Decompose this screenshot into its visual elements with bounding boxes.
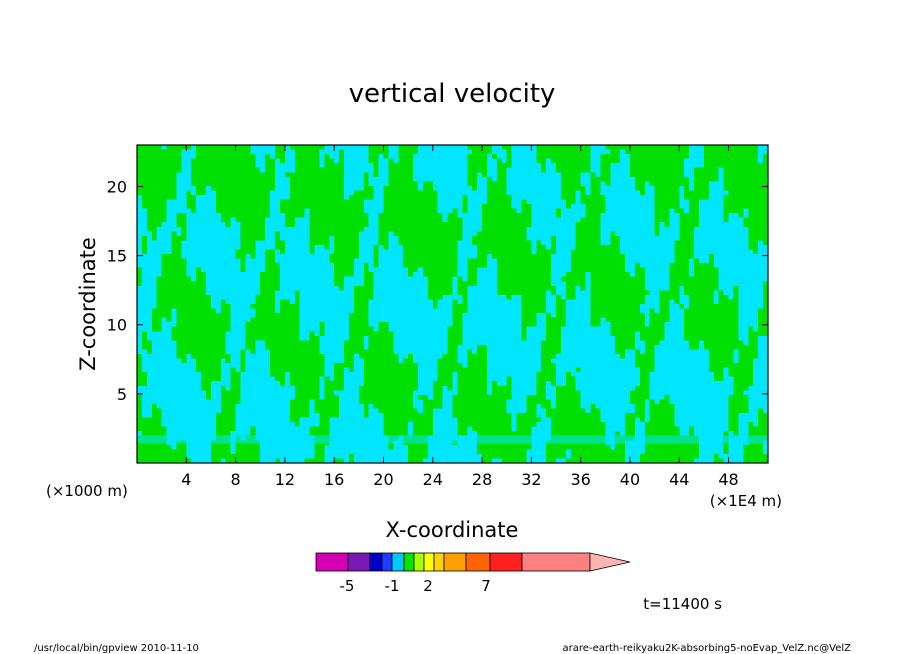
positive-region — [137, 145, 768, 463]
x-tick-label: 24 — [423, 470, 443, 489]
x-tick-label: 8 — [231, 470, 241, 489]
x-unit-right: (×1E4 m) — [710, 492, 782, 510]
x-axis-label: X-coordinate — [386, 518, 519, 542]
footer-left: /usr/local/bin/gpview 2010-11-10 — [34, 643, 199, 654]
x-axis: 4 8 12 16 20 24 28 32 36 40 44 48 — [181, 145, 739, 489]
colorbar-segment — [465, 552, 491, 572]
colorbar-label: -1 — [385, 577, 400, 595]
velocity-field — [137, 145, 768, 463]
colorbar-segment — [403, 552, 415, 572]
colorbar-segment — [315, 552, 349, 572]
plot-area — [136, 144, 769, 464]
chart-title: vertical velocity — [349, 79, 556, 109]
colorbar-label: -5 — [340, 577, 355, 595]
y-tick-label: 10 — [107, 316, 127, 335]
x-tick-label: 44 — [669, 470, 689, 489]
colorbar-segment — [423, 552, 435, 572]
colorbar-segment — [413, 552, 425, 572]
x-tick-label: 40 — [620, 470, 640, 489]
plot-frame — [136, 144, 769, 464]
y-tick-label: 15 — [107, 247, 127, 266]
y-tick-label: 20 — [107, 177, 127, 196]
colorbar-segment — [347, 552, 371, 572]
time-label: t=11400 s — [643, 595, 722, 613]
colorbar-label: 7 — [481, 577, 491, 595]
y-axis-label: Z-coordinate — [76, 237, 100, 371]
x-tick-label: 36 — [570, 470, 590, 489]
x-tick-label: 12 — [275, 470, 295, 489]
y-tick-label: 5 — [117, 385, 127, 404]
x-tick-label: 20 — [373, 470, 393, 489]
colorbar-segment — [489, 552, 523, 572]
colorbar-arrow — [589, 552, 631, 572]
colorbar: -5 -1 2 7 — [315, 552, 631, 595]
surface-layer-band — [137, 435, 768, 444]
x-tick-label: 16 — [324, 470, 344, 489]
colorbar-segment — [381, 552, 393, 572]
x-tick-label: 32 — [521, 470, 541, 489]
x-unit-left: (×1000 m) — [46, 482, 128, 500]
colorbar-label: 2 — [423, 577, 433, 595]
colorbar-segment — [433, 552, 445, 572]
colorbar-segment — [443, 552, 467, 572]
x-tick-label: 48 — [718, 470, 738, 489]
footer-right: arare-earth-reikyaku2K-absorbing5-noEvap… — [563, 643, 852, 654]
x-tick-label: 4 — [181, 470, 191, 489]
colorbar-segment — [521, 552, 591, 572]
y-axis: 5 10 15 20 — [107, 177, 768, 404]
x-tick-label: 28 — [472, 470, 492, 489]
colorbar-segment — [369, 552, 383, 572]
colorbar-segment — [391, 552, 405, 572]
